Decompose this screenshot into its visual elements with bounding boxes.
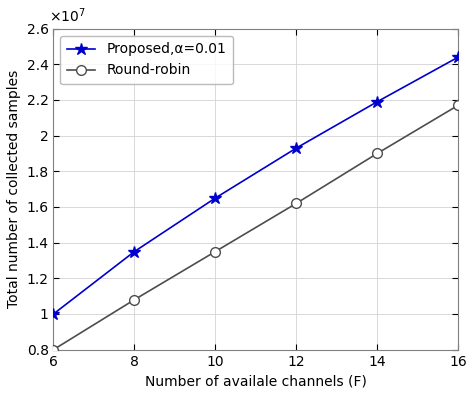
Proposed,α=0.01 <box>456 55 461 60</box>
Round-robin <box>293 201 299 206</box>
X-axis label: Number of availale channels (F): Number of availale channels (F) <box>145 374 367 388</box>
Round-robin <box>456 103 461 108</box>
Legend: Proposed,α=0.01, Round-robin: Proposed,α=0.01, Round-robin <box>60 36 233 85</box>
Round-robin <box>51 347 56 352</box>
Line: Proposed,α=0.01: Proposed,α=0.01 <box>47 51 465 320</box>
Y-axis label: Total number of collected samples: Total number of collected samples <box>7 70 21 308</box>
Proposed,α=0.01 <box>51 312 56 316</box>
Round-robin <box>212 249 218 254</box>
Line: Round-robin: Round-robin <box>49 100 463 354</box>
Round-robin <box>374 151 380 156</box>
Proposed,α=0.01 <box>132 249 137 254</box>
Proposed,α=0.01 <box>374 100 380 104</box>
Text: $\times10^7$: $\times10^7$ <box>49 7 86 25</box>
Proposed,α=0.01 <box>293 146 299 150</box>
Proposed,α=0.01 <box>212 196 218 200</box>
Round-robin <box>132 297 137 302</box>
